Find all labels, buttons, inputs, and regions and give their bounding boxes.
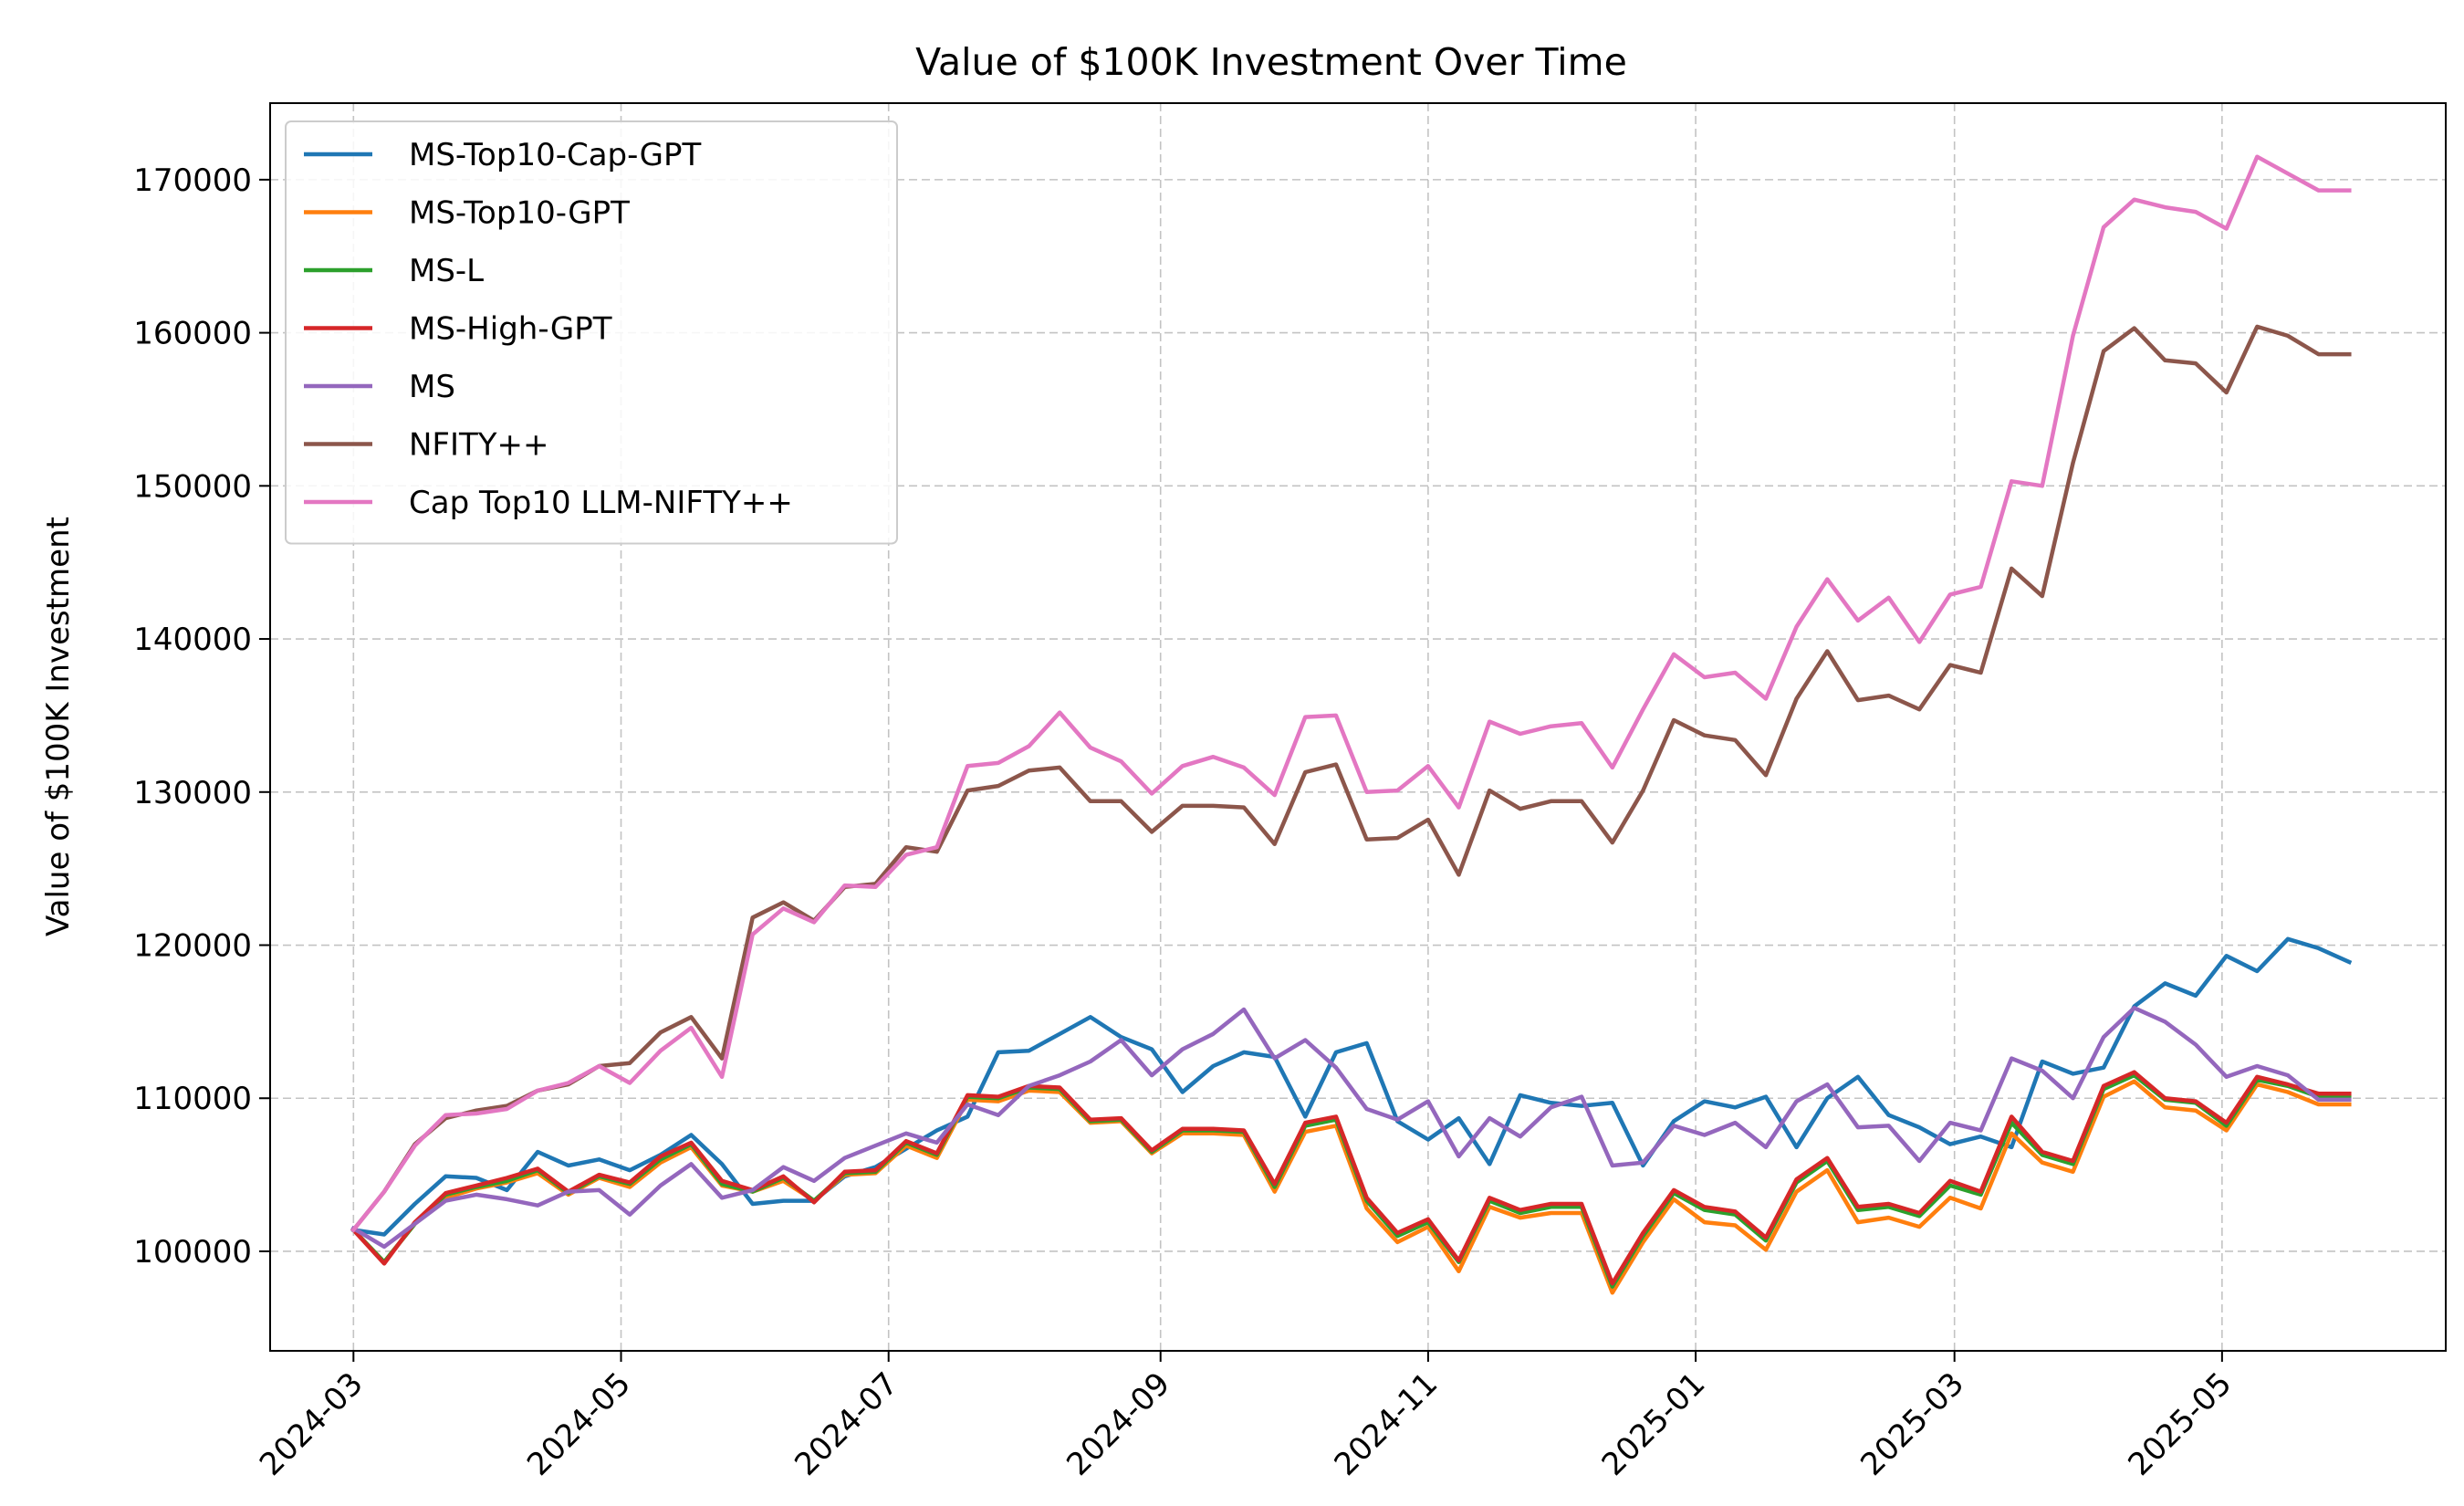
y-axis-label: Value of $100K Investment xyxy=(40,517,77,936)
legend-label: MS-L xyxy=(409,253,484,289)
series-line xyxy=(350,324,2352,1233)
y-tick-label: 120000 xyxy=(133,928,252,965)
series-line xyxy=(350,1006,2352,1250)
y-tick-label: 110000 xyxy=(133,1081,252,1117)
y-tick-label: 150000 xyxy=(133,468,252,505)
legend-label: NFITY++ xyxy=(409,427,549,464)
series-line xyxy=(350,154,2352,1233)
y-tick-label: 100000 xyxy=(133,1234,252,1271)
series-line xyxy=(350,936,2353,1237)
legend-label: MS xyxy=(409,369,455,405)
y-tick-label: 160000 xyxy=(133,316,252,352)
legend: MS-Top10-Cap-GPT MS-Top10-GPT MS-L MS-High-… xyxy=(285,120,898,545)
plot-frame xyxy=(269,102,2447,1352)
series-line xyxy=(350,1070,2352,1286)
y-tick-label: 170000 xyxy=(133,162,252,199)
legend-box xyxy=(285,120,898,545)
y-tick-label: 140000 xyxy=(133,622,252,658)
plot-series xyxy=(350,154,2353,1295)
legend-label: Cap Top10 LLM-NIFTY++ xyxy=(409,485,793,521)
legend-label: MS-Top10-GPT xyxy=(409,195,630,232)
y-tick-label: 130000 xyxy=(133,775,252,811)
legend-label: MS-Top10-Cap-GPT xyxy=(409,137,701,173)
series-line xyxy=(350,1079,2352,1295)
legend-label: MS-High-GPT xyxy=(409,311,612,348)
chart-title: Value of $100K Investment Over Time xyxy=(915,40,1627,84)
